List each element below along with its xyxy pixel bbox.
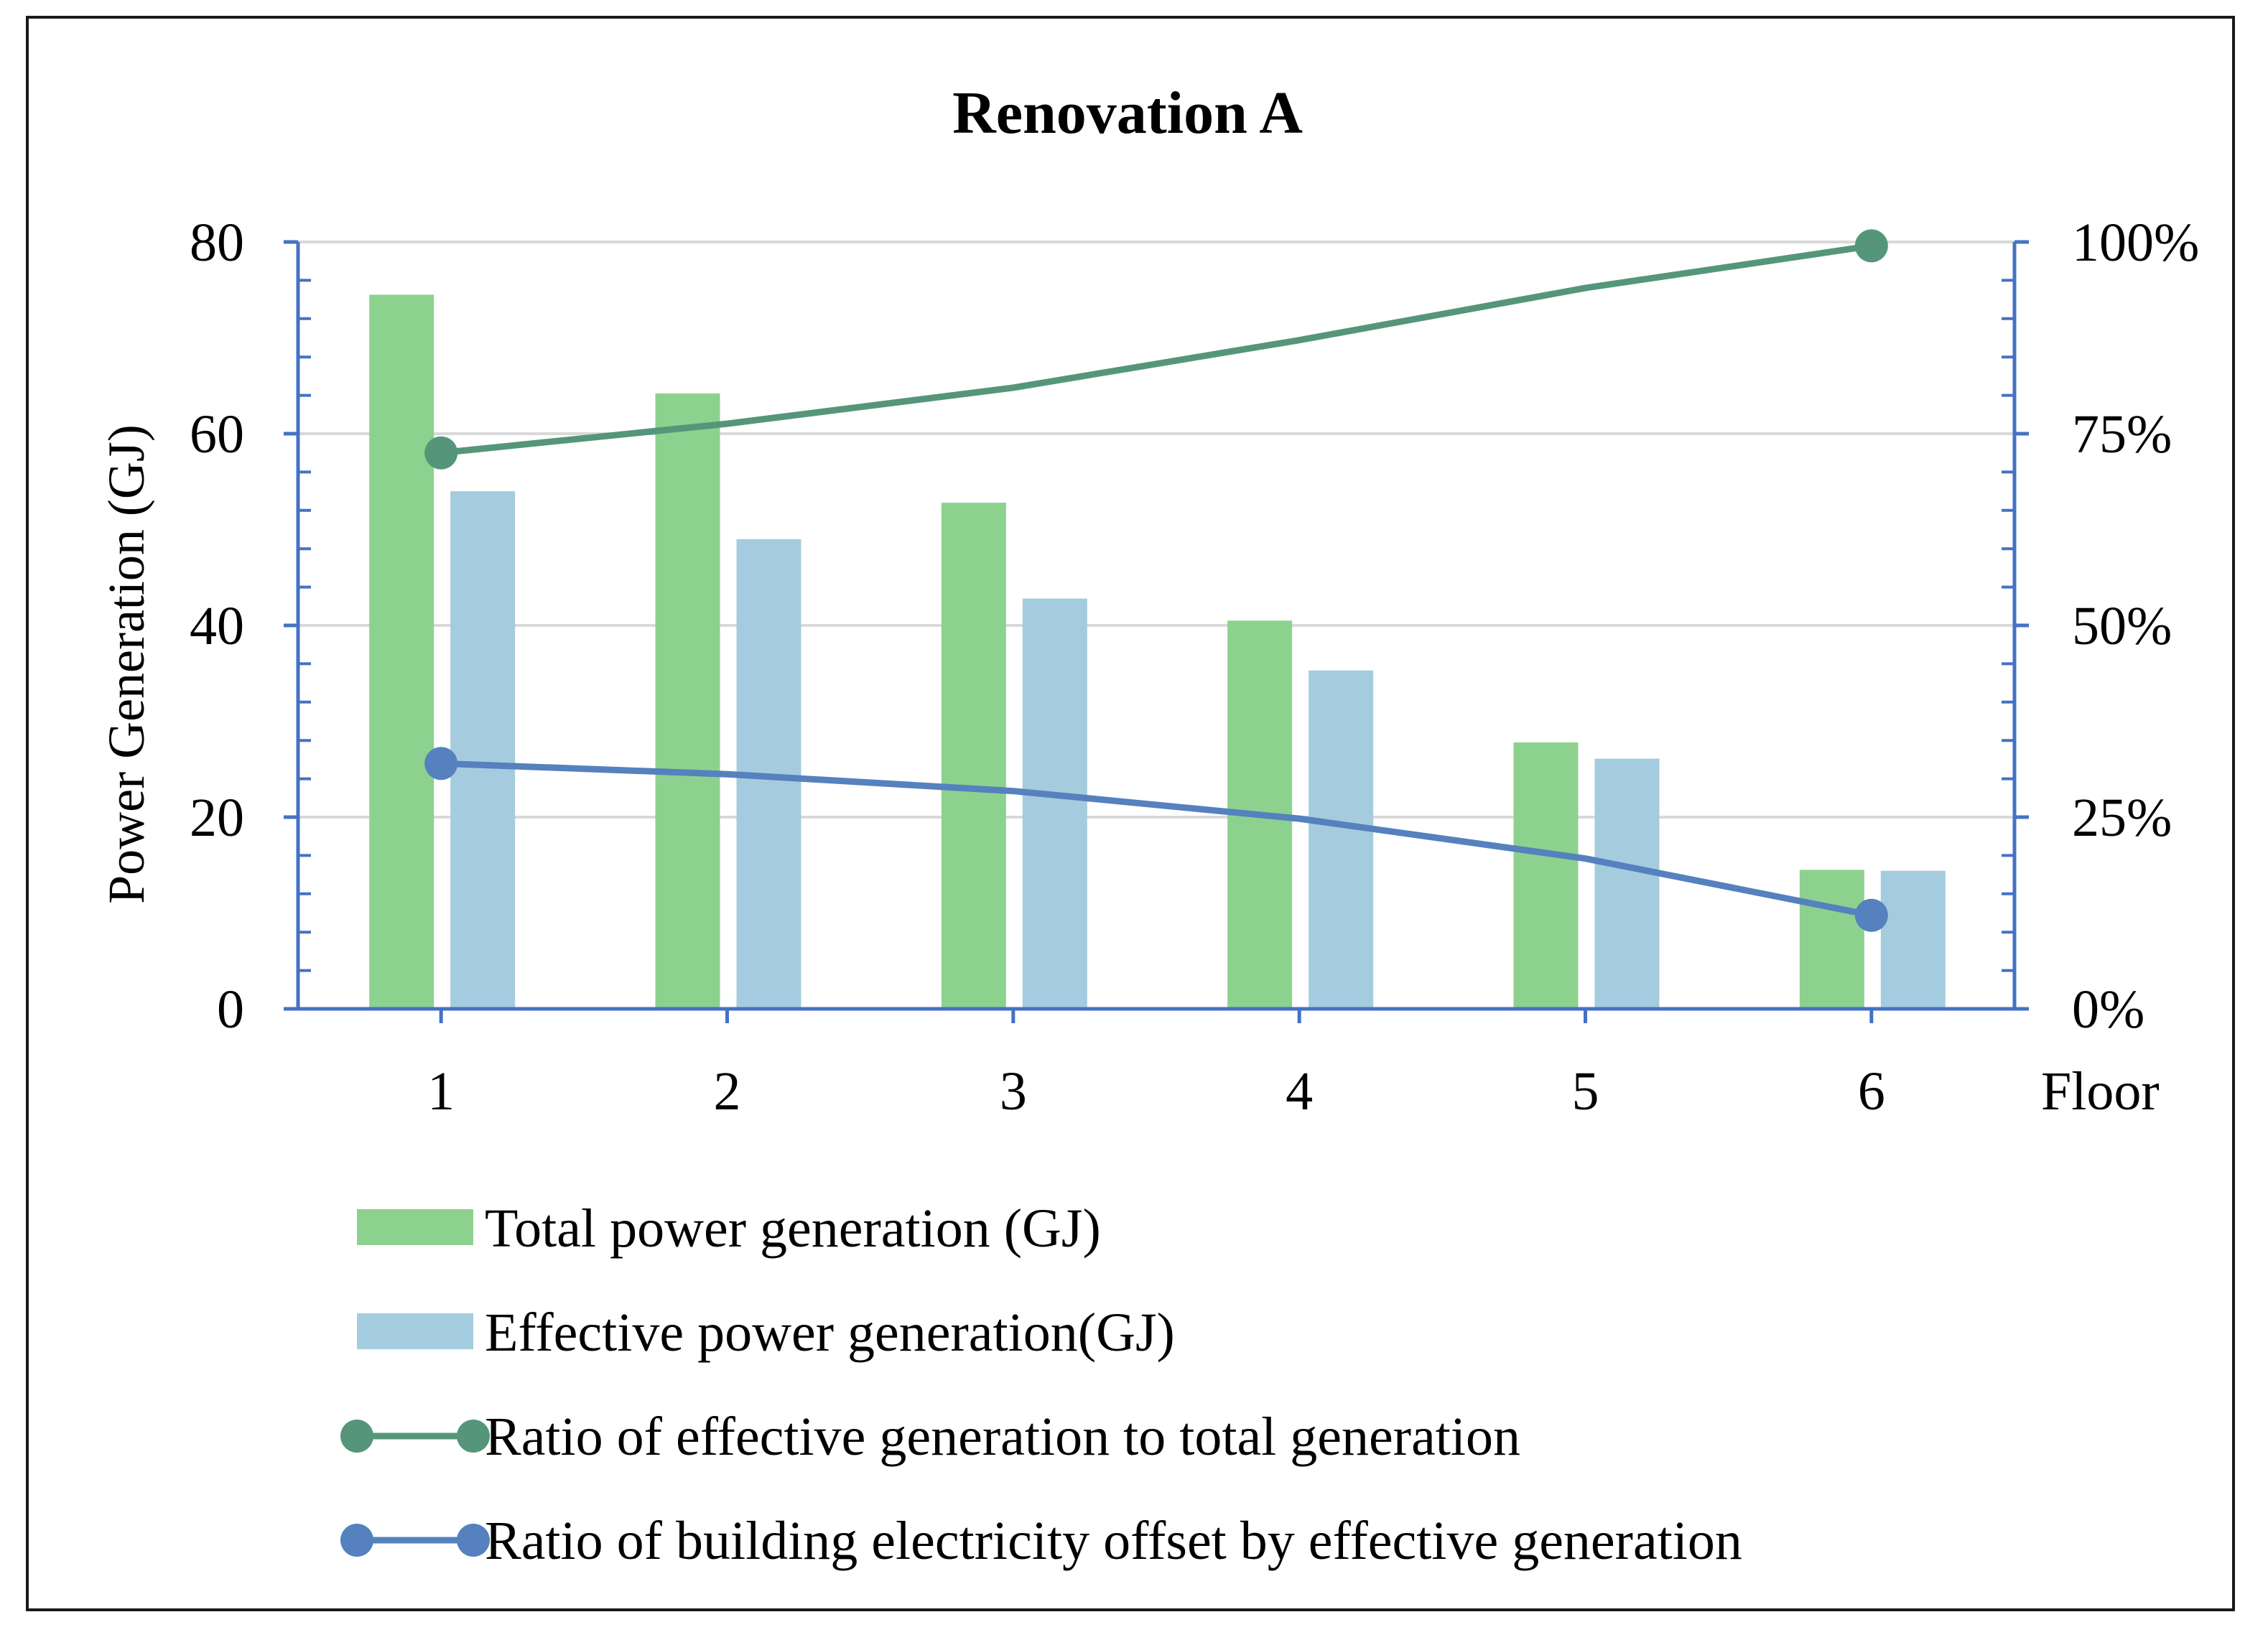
legend-swatch-marker — [340, 1420, 373, 1453]
bars — [369, 294, 1946, 1009]
bar-effective-generation — [1880, 870, 1946, 1009]
x-tick-label: 3 — [1000, 1061, 1027, 1122]
legend-swatch-bar — [357, 1313, 473, 1349]
ratio-building-offset-point — [1854, 898, 1888, 932]
x-tick-label: 1 — [427, 1061, 455, 1122]
legend-label: Effective power generation(GJ) — [485, 1303, 1175, 1363]
x-tick-label: 6 — [1858, 1061, 1885, 1122]
y-axis-label: Power Generation (GJ) — [98, 424, 155, 904]
y2-tick-label: 100% — [2072, 213, 2199, 273]
x-tick-label: 2 — [714, 1061, 741, 1122]
legend-label: Total power generation (GJ) — [485, 1198, 1101, 1259]
bar-effective-generation — [1309, 670, 1374, 1009]
y-tick-label: 0 — [217, 979, 244, 1040]
x-tick-label: 5 — [1572, 1061, 1599, 1122]
axes — [284, 240, 2029, 1023]
ratio-effective-to-total-point — [424, 436, 458, 470]
bar-total-generation — [655, 393, 720, 1009]
bar-total-generation — [1513, 742, 1579, 1009]
y2-tick-label: 50% — [2072, 596, 2172, 656]
legend-swatch-marker — [457, 1420, 490, 1453]
y-tick-label: 80 — [190, 213, 244, 273]
y-tick-label: 20 — [190, 788, 244, 848]
y2-tick-label: 75% — [2072, 404, 2172, 465]
y-tick-label: 40 — [190, 596, 244, 656]
bar-total-generation — [1799, 870, 1864, 1009]
axis-labels: 0 20 40 60 80 0% 25% 50% 75% 100% 1 2 3 4 5 6 — [190, 213, 2199, 1122]
y-tick-label: 60 — [190, 404, 244, 465]
ratio-effective-to-total-line — [440, 242, 1872, 457]
ratio-building-offset-line — [440, 760, 1872, 919]
legend-label: Ratio of effective generation to total g… — [485, 1407, 1520, 1467]
bar-effective-generation — [450, 491, 516, 1009]
gridlines — [298, 241, 2014, 819]
bar-total-generation — [941, 503, 1006, 1009]
bar-total-generation — [369, 294, 434, 1009]
legend-label: Ratio of building electricity offset by … — [485, 1511, 1742, 1571]
chart-title: Renovation A — [952, 80, 1303, 146]
legend-swatch-marker — [457, 1524, 490, 1557]
x-axis-label: Floor — [2041, 1061, 2160, 1122]
legend-swatch-marker — [340, 1524, 373, 1557]
ratio-effective-to-total-point — [1854, 229, 1888, 263]
ratio-lines — [424, 229, 1888, 932]
bar-effective-generation — [1594, 758, 1660, 1009]
y2-tick-label: 0% — [2072, 979, 2144, 1040]
y2-tick-label: 25% — [2072, 788, 2172, 848]
legend-swatch-bar — [357, 1209, 473, 1245]
legend: Total power generation (GJ) Effective pow… — [340, 1198, 1742, 1571]
x-tick-label: 4 — [1286, 1061, 1313, 1122]
bar-effective-generation — [1022, 598, 1087, 1009]
ratio-building-offset-point — [424, 747, 458, 781]
